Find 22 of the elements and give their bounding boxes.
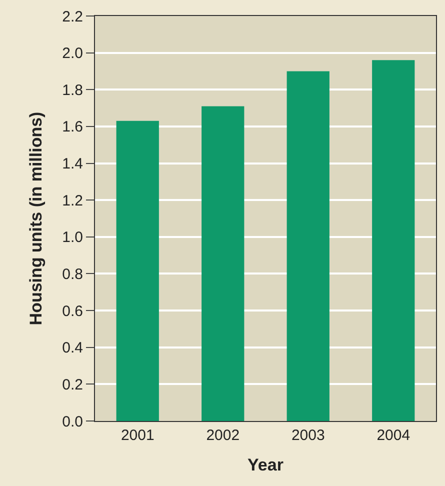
bar (116, 120, 159, 421)
y-tick-label: 0.4 (62, 340, 83, 357)
y-tick-label: 2.2 (62, 8, 83, 26)
y-tick-label: 1.4 (62, 156, 83, 173)
text: 0.0 (62, 413, 83, 430)
y-tick-label: 0.6 (62, 302, 83, 320)
x-tick-label: 2004 (376, 427, 410, 444)
x-tick-label: 2002 (206, 427, 240, 444)
text: 2.0 (62, 45, 83, 62)
bar (202, 106, 244, 421)
y-tick-label: 1.8 (62, 82, 83, 99)
y-tick-label: 0.8 (62, 266, 83, 283)
x-tick-label: 2003 (291, 427, 325, 444)
bar (372, 60, 415, 421)
bar (286, 71, 330, 421)
y-tick-label: 1.6 (62, 118, 83, 136)
y-axis-title: Housing units (in millions) (26, 112, 46, 326)
x-tick-label: 2001 (120, 427, 154, 444)
x-axis-title: Year (248, 455, 284, 474)
y-tick-label: 1.2 (62, 192, 83, 210)
y-tick-label: 0.2 (62, 376, 83, 394)
text: 1.0 (62, 229, 83, 246)
